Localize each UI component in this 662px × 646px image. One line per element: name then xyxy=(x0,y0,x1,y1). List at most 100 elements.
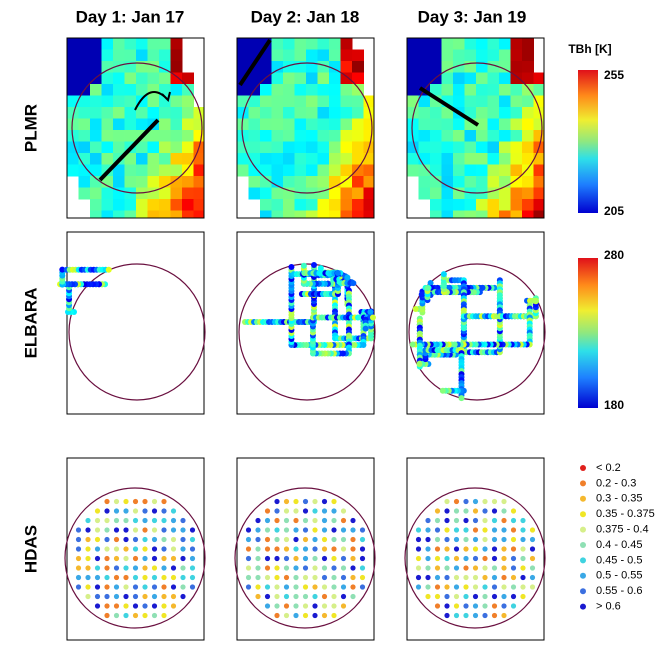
sample-dot xyxy=(245,546,252,552)
map-cell xyxy=(499,95,511,108)
map-cell xyxy=(340,38,353,50)
sample-dot xyxy=(142,508,148,514)
sample-dot xyxy=(331,574,337,581)
sample-dot xyxy=(142,565,148,571)
sample-dot xyxy=(472,546,479,552)
map-cell xyxy=(317,199,330,211)
map-cell xyxy=(340,49,353,62)
sample-dot xyxy=(255,546,261,552)
sample-dot xyxy=(415,574,422,581)
map-cell xyxy=(487,72,500,85)
map-cell xyxy=(441,84,454,96)
map-cell xyxy=(182,95,194,108)
sample-dot xyxy=(142,555,148,562)
legend-dot xyxy=(580,465,586,471)
sample-dot xyxy=(520,546,526,552)
sample-dot xyxy=(283,536,290,543)
sample-dot xyxy=(274,555,280,562)
legend-dot xyxy=(580,480,586,487)
map-cell xyxy=(430,199,442,211)
sample-dot xyxy=(331,546,337,552)
map-cell xyxy=(271,176,284,188)
map-cell xyxy=(283,118,295,131)
map-cell xyxy=(352,153,364,165)
map xyxy=(237,38,374,218)
sample-dot xyxy=(264,574,271,581)
map-cell xyxy=(329,84,341,96)
sample-dot xyxy=(151,508,158,514)
map-cell xyxy=(306,153,318,165)
map-cell xyxy=(170,164,183,177)
sample-dot xyxy=(444,498,450,505)
map-cell xyxy=(418,72,431,85)
map-cell xyxy=(124,187,137,200)
map-cell xyxy=(306,84,318,96)
map-cell xyxy=(499,130,511,142)
map-cell xyxy=(441,61,454,73)
map-cell xyxy=(147,199,160,211)
map-cell xyxy=(317,49,330,62)
map-cell xyxy=(147,210,160,218)
map-cell xyxy=(363,199,374,211)
map-cell xyxy=(306,107,318,119)
map-cell xyxy=(453,153,465,165)
map-cell xyxy=(237,141,249,154)
map-cell xyxy=(283,153,295,165)
legend-dot xyxy=(580,557,586,564)
map-cell xyxy=(90,118,102,131)
map-cell xyxy=(101,130,114,142)
sample-dot xyxy=(94,527,101,533)
sample-dot xyxy=(321,546,328,552)
map-cell xyxy=(283,187,295,200)
sample-dot xyxy=(444,536,450,543)
map-cell xyxy=(159,141,171,154)
map-cell xyxy=(147,84,160,96)
sample-dot xyxy=(463,517,469,524)
map-cell xyxy=(78,61,91,73)
map-cell xyxy=(430,164,442,177)
legend-label: 0.2 - 0.3 xyxy=(596,477,636,489)
sample-dot xyxy=(104,498,110,505)
sample-dot xyxy=(434,574,441,581)
sample-dot xyxy=(161,555,167,562)
legend-dot xyxy=(580,511,586,518)
map-cell xyxy=(487,153,500,165)
sample-dot xyxy=(283,555,290,562)
map-cell xyxy=(418,130,431,142)
map-cell xyxy=(147,49,160,62)
map-cell xyxy=(441,72,454,85)
map-cell xyxy=(237,61,249,73)
map-cell xyxy=(182,199,194,211)
sample-dot xyxy=(434,584,441,590)
map-cell xyxy=(193,107,204,119)
sample-dot xyxy=(283,517,290,524)
sample-dot xyxy=(293,527,299,533)
sample-dot xyxy=(245,527,252,533)
sample-dot xyxy=(501,546,507,552)
legend-dot xyxy=(580,542,586,548)
sample-dot xyxy=(283,498,290,505)
sample-dot xyxy=(425,574,431,581)
map-cell xyxy=(441,164,454,177)
sample-dot xyxy=(520,536,526,543)
sample-dot xyxy=(170,593,177,600)
sample-dot xyxy=(104,603,110,609)
map-cell xyxy=(430,84,442,96)
map-cell xyxy=(260,107,272,119)
track-point xyxy=(458,395,465,402)
sample-dot xyxy=(132,536,139,543)
map-cell xyxy=(90,49,102,62)
track-point xyxy=(350,280,357,287)
sample-dot xyxy=(491,584,498,590)
map-cell xyxy=(464,153,477,165)
map-cell xyxy=(193,176,204,188)
map-cell xyxy=(170,72,183,85)
sample-dot xyxy=(104,612,110,619)
sample-dot xyxy=(359,546,366,552)
sample-dot xyxy=(255,584,261,590)
map-cell xyxy=(237,49,249,62)
sample-dot xyxy=(85,536,91,543)
sample-dot xyxy=(274,593,280,600)
sample-dot xyxy=(444,555,450,562)
map-cell xyxy=(476,107,488,119)
